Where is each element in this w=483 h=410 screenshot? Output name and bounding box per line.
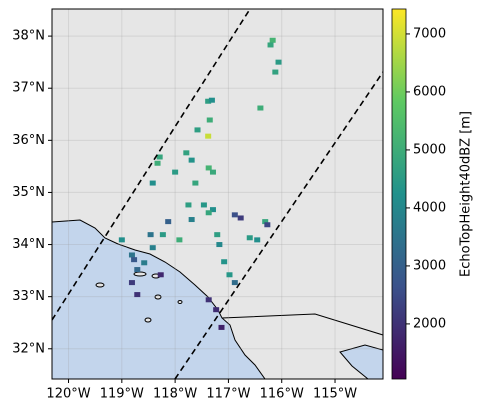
y-tick-label: 34°N: [12, 237, 45, 252]
x-tick-label: 116°W: [260, 387, 304, 402]
echo-cell: [209, 207, 216, 213]
x-tick-label: 118°W: [153, 387, 197, 402]
echo-cell: [134, 267, 141, 273]
echo-cell: [213, 307, 220, 313]
echo-cell: [218, 324, 225, 330]
echo-cell: [156, 154, 163, 160]
echo-cell: [209, 169, 216, 175]
colorbar-tick-label: 6000: [413, 84, 446, 99]
colorbar-tick-label: 4000: [413, 200, 446, 215]
island: [95, 282, 105, 288]
swath-edge: [52, 9, 251, 321]
echo-cell: [134, 292, 141, 298]
echo-cell: [128, 280, 135, 286]
echo-cell: [194, 127, 201, 133]
colorbar: [391, 8, 407, 380]
echo-cell: [200, 202, 207, 208]
echo-cell: [165, 219, 172, 225]
echo-cell: [221, 259, 228, 265]
echo-cell: [214, 232, 221, 238]
border: [221, 313, 383, 336]
echo-cell: [267, 42, 274, 48]
swath-edge: [174, 71, 383, 379]
echo-cell: [205, 165, 212, 171]
echo-cell: [154, 160, 161, 166]
echo-cell: [192, 180, 199, 186]
echo-cell: [149, 180, 156, 186]
y-tick-label: 33°N: [12, 289, 45, 304]
echo-cell: [206, 117, 213, 123]
gulf: [339, 344, 383, 379]
echo-cell: [237, 215, 244, 221]
axes: 120°W 119°W 118°W 117°W 116°W 115°W 32°N 33°N 34…: [12, 26, 446, 401]
echo-cell: [231, 212, 238, 218]
echo-cell: [264, 222, 271, 228]
island: [144, 317, 152, 323]
echo-cell: [118, 237, 125, 243]
colorbar-label: EchoTopHeight40dBZ [m]: [459, 111, 474, 277]
echo-cell: [149, 245, 156, 251]
echo-cell: [147, 232, 154, 238]
echo-cell: [272, 69, 279, 75]
colorbar-tick-label: 3000: [413, 258, 446, 273]
echo-cell: [172, 169, 179, 175]
echo-cell: [185, 202, 192, 208]
echo-cell: [246, 235, 253, 241]
echo-cell: [128, 252, 135, 258]
y-tick-label: 38°N: [12, 29, 45, 44]
x-tick-label: 115°W: [313, 387, 357, 402]
echo-cell: [188, 157, 195, 163]
map-frame: [51, 8, 384, 380]
y-tick-label: 37°N: [12, 81, 45, 96]
echo-cell: [157, 272, 164, 278]
echo-cell: [205, 297, 212, 303]
echo-cell: [254, 237, 261, 243]
echo-cell: [183, 150, 190, 156]
echo-cell: [269, 37, 276, 43]
y-tick-label: 35°N: [12, 185, 45, 200]
island: [154, 294, 162, 300]
colorbar-tick-label: 5000: [413, 142, 446, 157]
echo-cell: [275, 59, 282, 65]
echo-cell: [176, 237, 183, 243]
echo-cell: [262, 219, 269, 225]
basemap: [52, 9, 383, 379]
island: [133, 271, 147, 277]
echo-cell: [205, 98, 212, 104]
echo-cell: [141, 260, 148, 266]
echo-cell: [131, 257, 138, 263]
island: [177, 300, 183, 304]
x-tick-label: 117°W: [206, 387, 250, 402]
y-tick-label: 36°N: [12, 133, 45, 148]
colorbar-tick-label: 2000: [413, 316, 446, 331]
echo-cell: [188, 217, 195, 223]
y-tick-label: 32°N: [12, 341, 45, 356]
echo-cell: [231, 280, 238, 286]
echo-cell: [159, 232, 166, 238]
colorbar-tick-label: 7000: [413, 26, 446, 41]
echo-cell: [205, 133, 212, 139]
echo-cell: [257, 105, 264, 111]
echo-cell: [226, 272, 233, 278]
ocean: [52, 219, 266, 379]
x-tick-label: 120°W: [46, 387, 90, 402]
echo-cell: [205, 210, 212, 216]
echo-cell: [208, 97, 215, 103]
cells: [118, 37, 282, 330]
echo-cell: [216, 242, 223, 248]
x-tick-label: 119°W: [100, 387, 144, 402]
